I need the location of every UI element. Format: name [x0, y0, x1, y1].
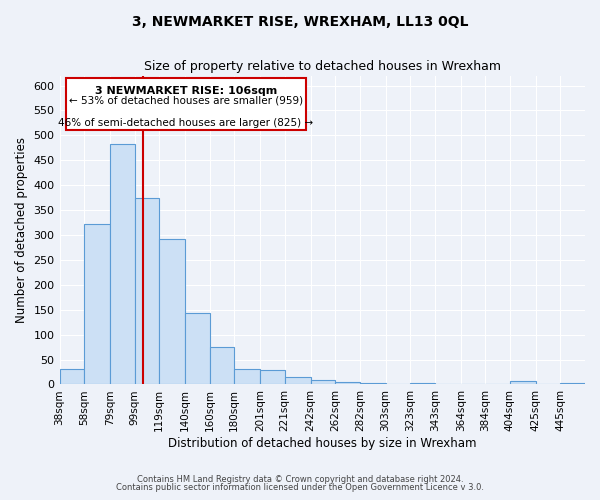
Bar — [84, 224, 110, 384]
Bar — [234, 369, 260, 384]
Bar — [360, 383, 386, 384]
Bar — [159, 239, 185, 384]
Bar — [185, 313, 209, 384]
Bar — [110, 144, 134, 384]
Bar — [260, 370, 285, 384]
Bar — [285, 377, 311, 384]
X-axis label: Distribution of detached houses by size in Wrexham: Distribution of detached houses by size … — [168, 437, 476, 450]
Y-axis label: Number of detached properties: Number of detached properties — [15, 137, 28, 323]
Bar — [335, 382, 360, 384]
Bar — [209, 347, 234, 385]
Text: ← 53% of detached houses are smaller (959): ← 53% of detached houses are smaller (95… — [68, 95, 303, 105]
Text: 3, NEWMARKET RISE, WREXHAM, LL13 0QL: 3, NEWMARKET RISE, WREXHAM, LL13 0QL — [132, 15, 468, 29]
Bar — [510, 382, 536, 384]
Title: Size of property relative to detached houses in Wrexham: Size of property relative to detached ho… — [144, 60, 501, 73]
Bar — [59, 368, 84, 384]
Text: 3 NEWMARKET RISE: 106sqm: 3 NEWMARKET RISE: 106sqm — [95, 86, 277, 96]
Bar — [311, 380, 335, 384]
Bar — [134, 198, 159, 384]
Text: Contains HM Land Registry data © Crown copyright and database right 2024.: Contains HM Land Registry data © Crown c… — [137, 476, 463, 484]
Text: 46% of semi-detached houses are larger (825) →: 46% of semi-detached houses are larger (… — [58, 118, 313, 128]
Text: Contains public sector information licensed under the Open Government Licence v : Contains public sector information licen… — [116, 483, 484, 492]
